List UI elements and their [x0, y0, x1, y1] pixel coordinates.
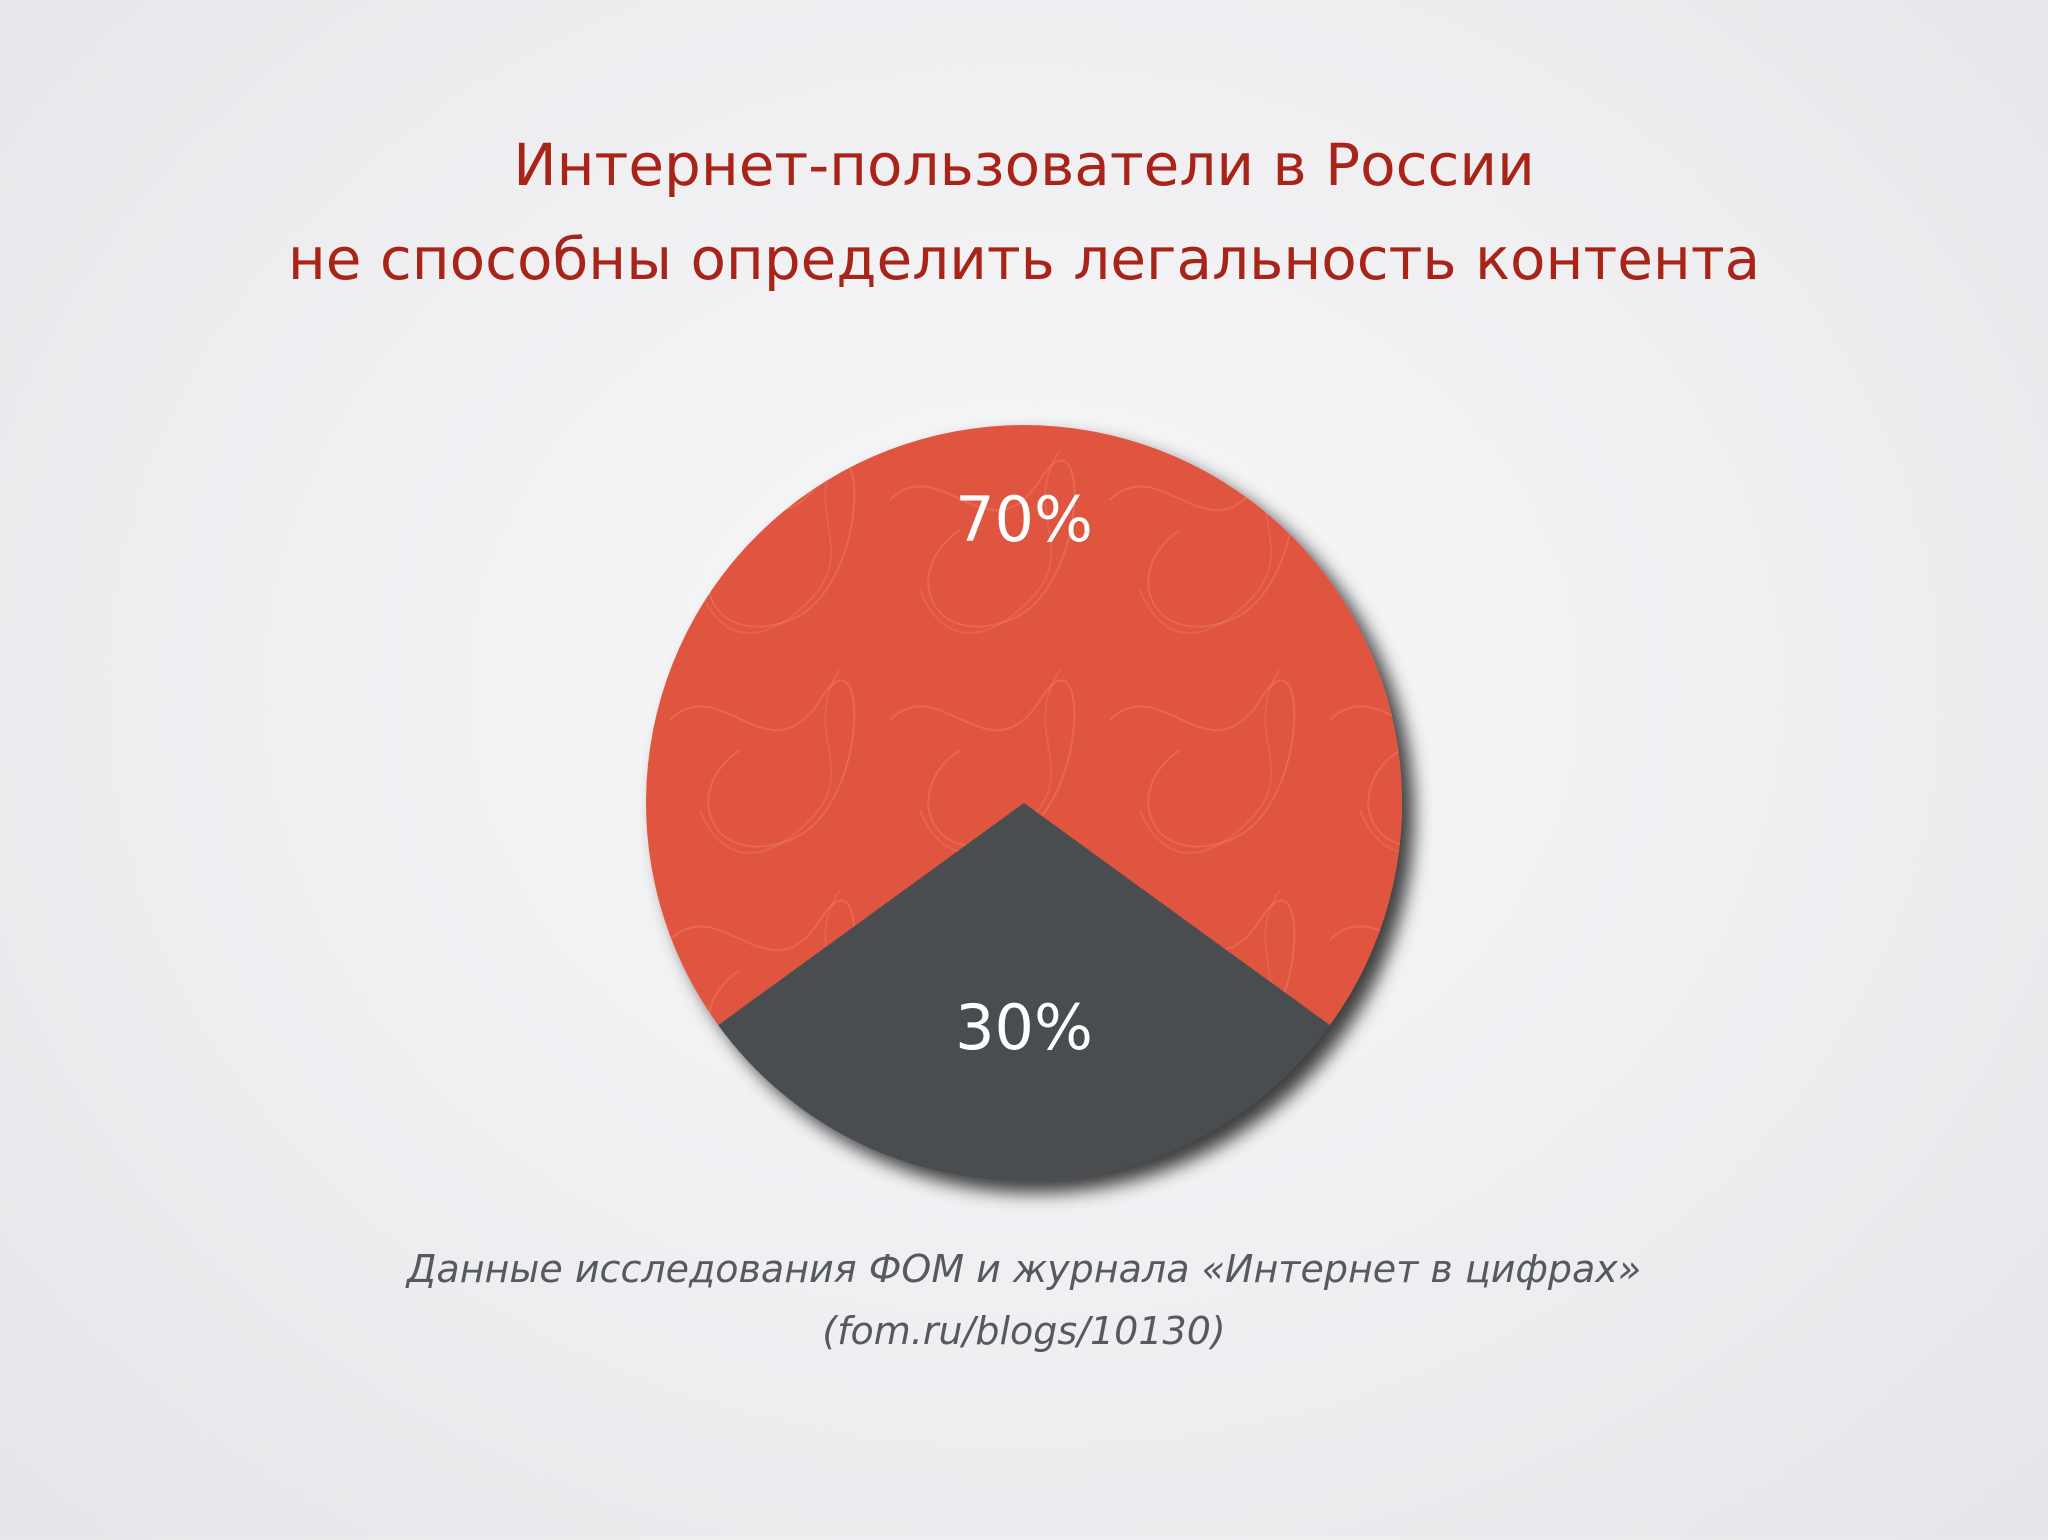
title-line-1: Интернет-пользователи в России: [513, 131, 1535, 199]
caption-line-1: Данные исследования ФОМ и журнала «Интер…: [406, 1247, 1642, 1291]
pie-slice-30: [718, 803, 1330, 1181]
pie-label-30: 30%: [955, 991, 1093, 1064]
pie-label-70: 70%: [955, 483, 1093, 556]
title-line-2: не способны определить легальность конте…: [287, 225, 1761, 293]
pie-slice-70-texture: [646, 425, 1403, 1026]
chart-title: Интернет-пользователи в России не способ…: [0, 118, 2048, 306]
source-caption: Данные исследования ФОМ и журнала «Интер…: [0, 1238, 2048, 1362]
caption-line-2: (fom.ru/blogs/10130): [822, 1309, 1226, 1353]
